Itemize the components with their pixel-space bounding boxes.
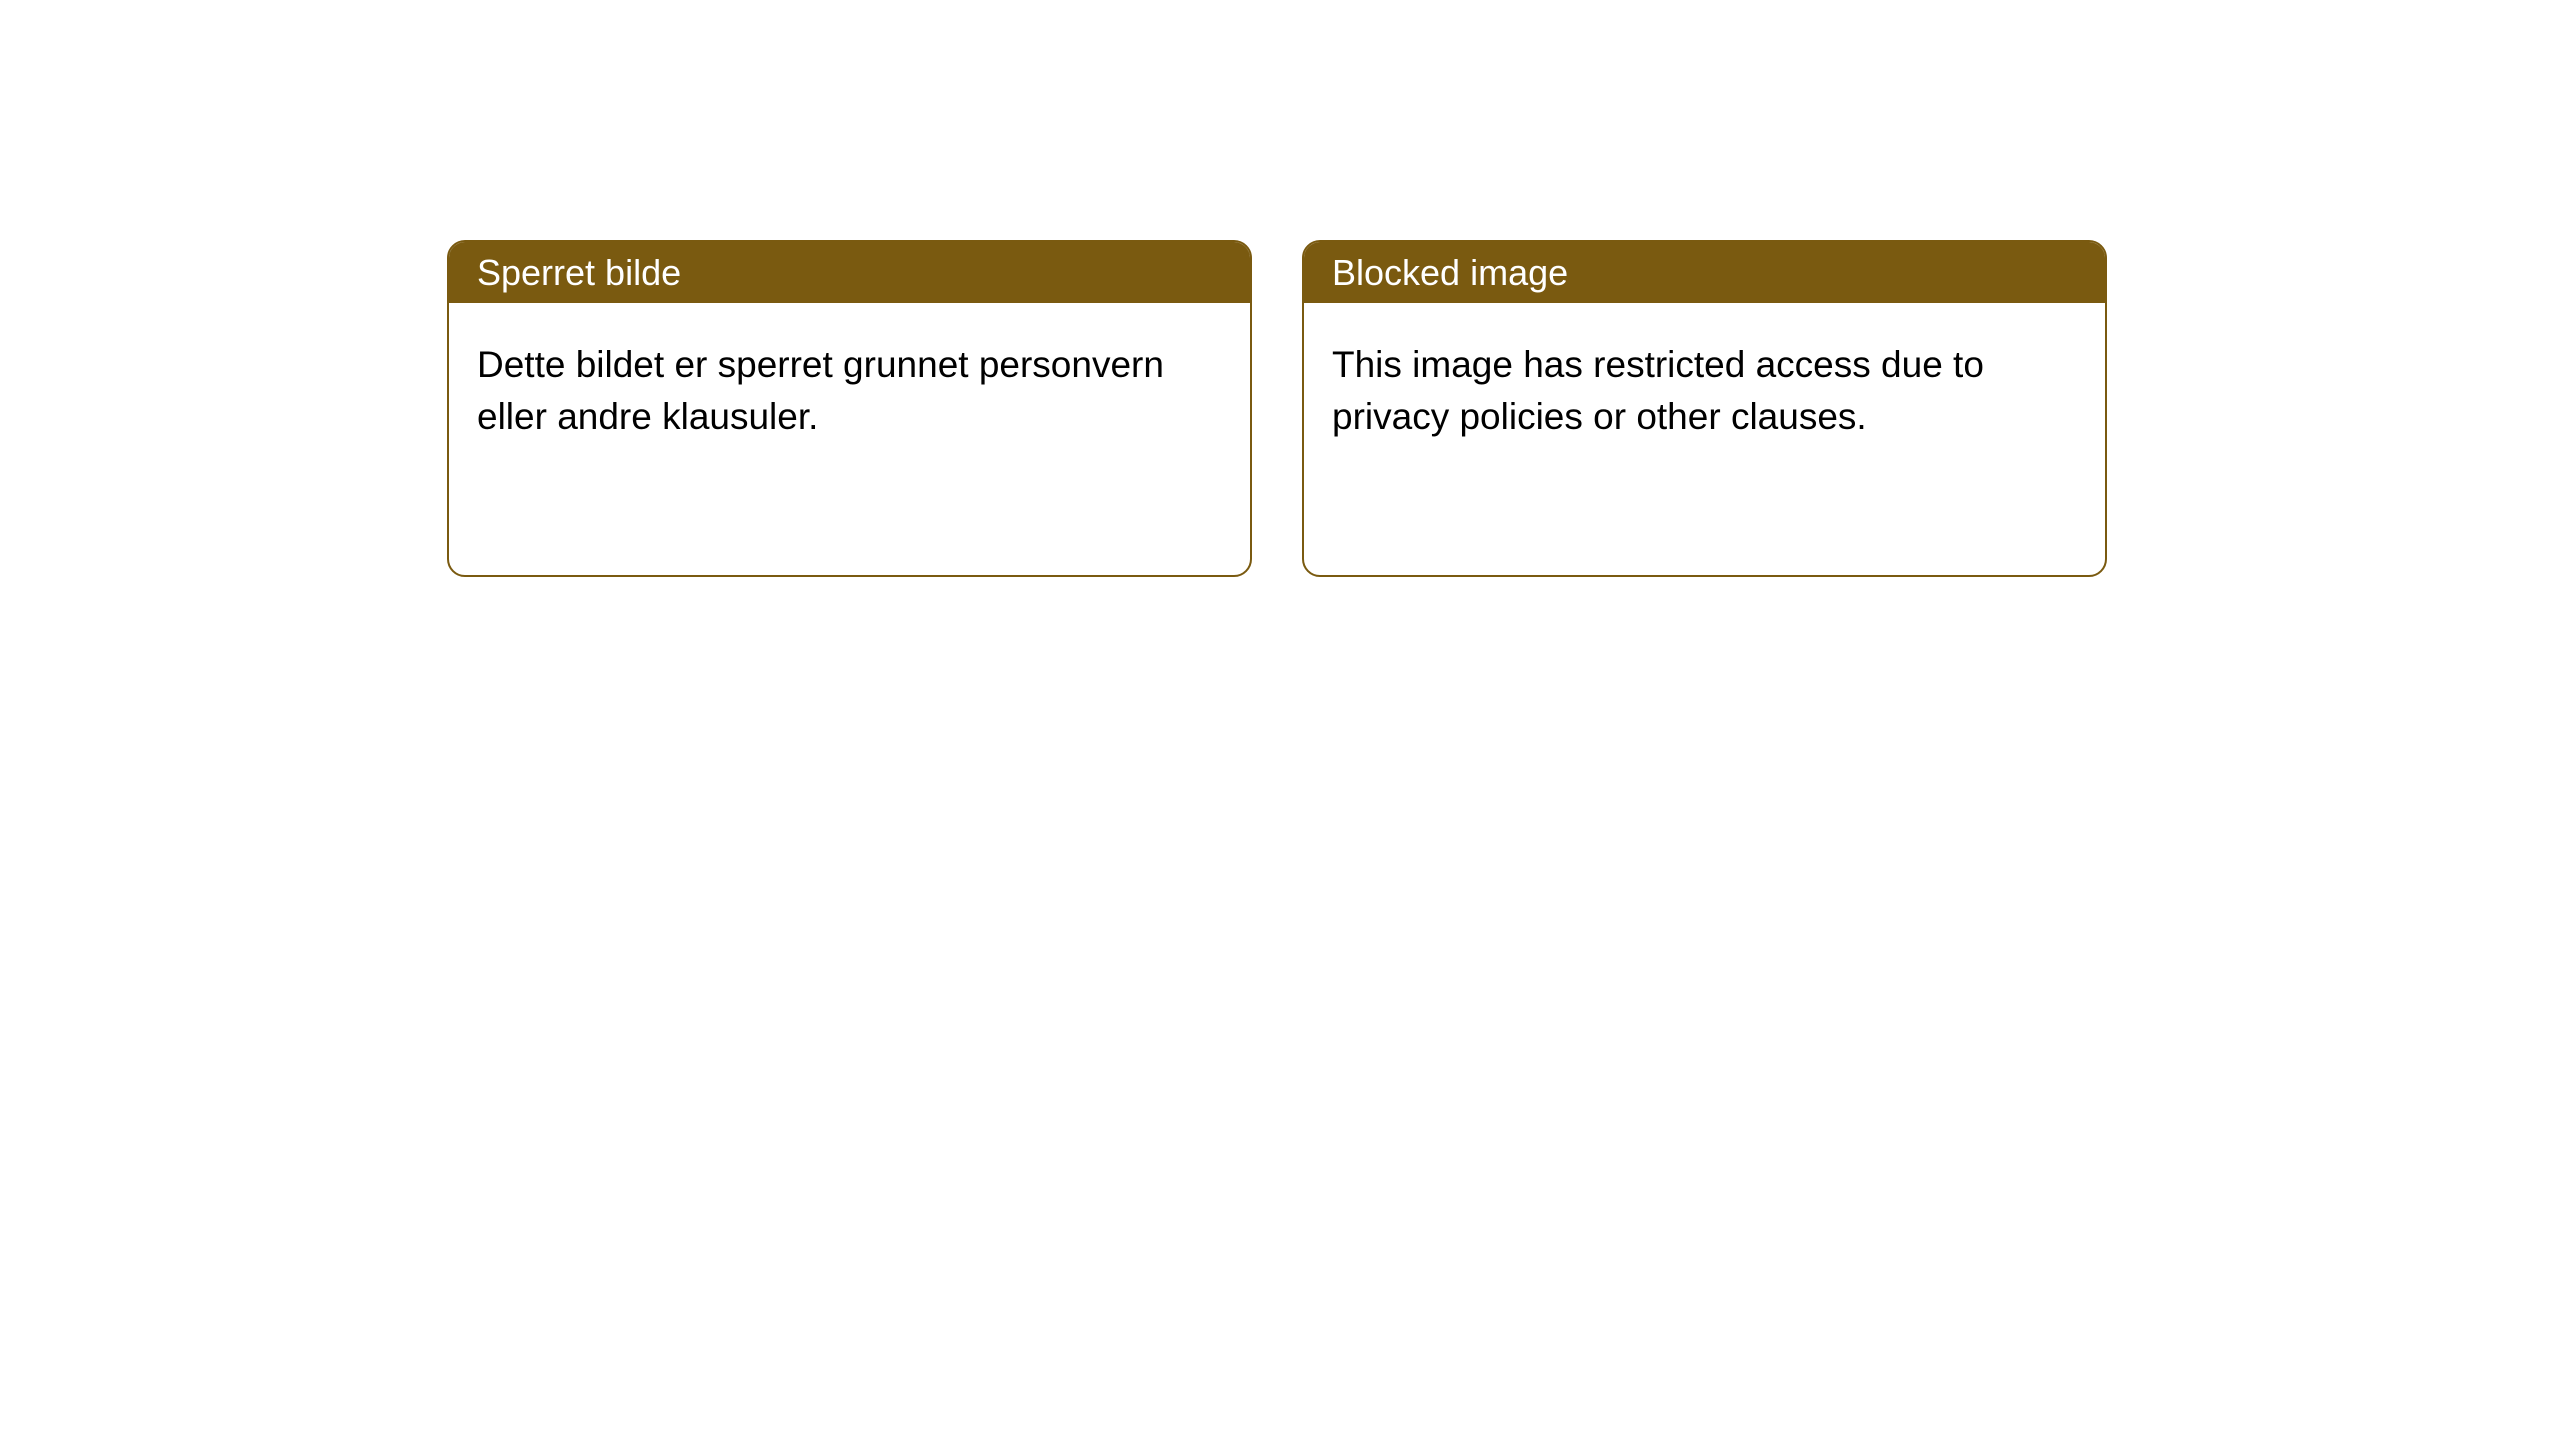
notice-header: Blocked image bbox=[1304, 242, 2105, 303]
notice-title: Sperret bilde bbox=[477, 252, 681, 294]
notice-header: Sperret bilde bbox=[449, 242, 1250, 303]
notice-title: Blocked image bbox=[1332, 252, 1568, 294]
notice-card-norwegian: Sperret bilde Dette bildet er sperret gr… bbox=[447, 240, 1252, 577]
notice-body-text: Dette bildet er sperret grunnet personve… bbox=[477, 344, 1164, 437]
notice-card-english: Blocked image This image has restricted … bbox=[1302, 240, 2107, 577]
notice-body: This image has restricted access due to … bbox=[1304, 303, 2105, 479]
notice-body: Dette bildet er sperret grunnet personve… bbox=[449, 303, 1250, 479]
notice-container: Sperret bilde Dette bildet er sperret gr… bbox=[0, 0, 2560, 577]
notice-body-text: This image has restricted access due to … bbox=[1332, 344, 1984, 437]
